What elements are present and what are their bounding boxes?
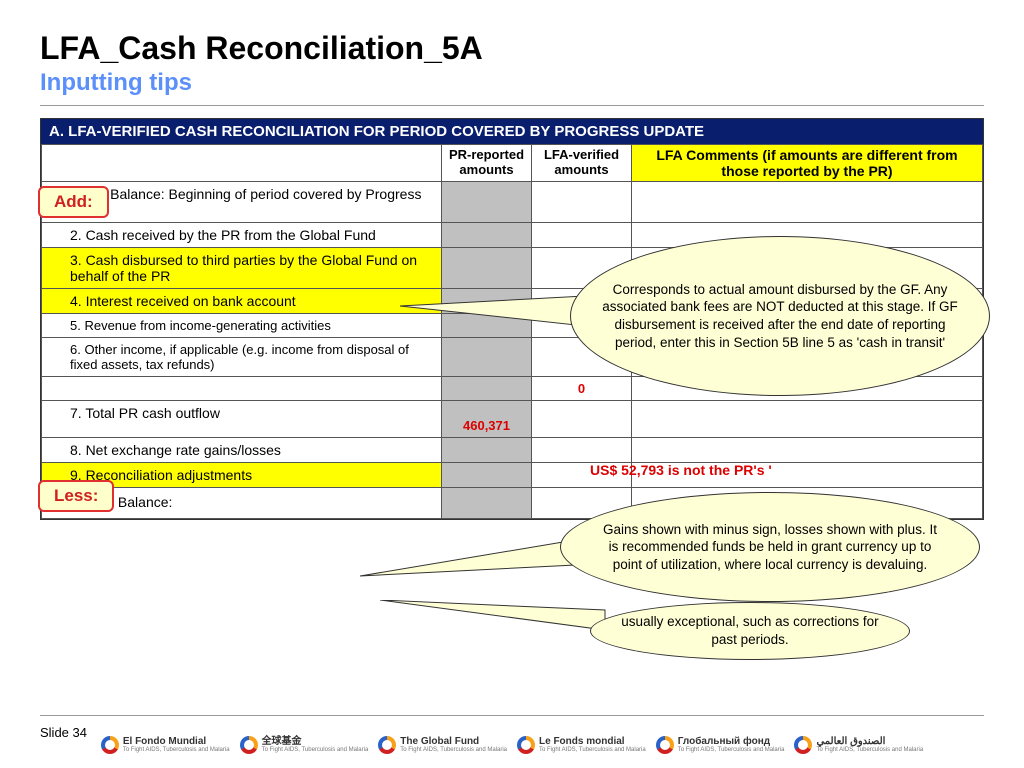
- globalfund-icon: [240, 736, 258, 754]
- add-badge: Add:: [38, 186, 109, 218]
- cell-pr: [442, 338, 532, 377]
- logo-item: الصندوق العالميTo Fight AIDS, Tuberculos…: [794, 736, 923, 754]
- cell-desc: 4. Interest received on bank account: [42, 289, 442, 314]
- col-lfa-verified: LFA-verified amounts: [532, 145, 632, 182]
- page-title: LFA_Cash Reconciliation_5A: [40, 30, 984, 67]
- cell-pr: [442, 488, 532, 519]
- cell-lfa: [532, 182, 632, 223]
- table-row: 1. Cash Balance: Beginning of period cov…: [42, 182, 983, 223]
- cell-lfa: [532, 438, 632, 463]
- logo-item: Глобальный фондTo Fight AIDS, Tuberculos…: [656, 736, 785, 754]
- logo-item: El Fondo MundialTo Fight AIDS, Tuberculo…: [101, 736, 230, 754]
- logo-label: الصندوق العالمي: [816, 737, 923, 747]
- logo-sub: To Fight AIDS, Tuberculosis and Malaria: [400, 747, 507, 753]
- callout-exceptional: usually exceptional, such as corrections…: [590, 602, 910, 660]
- red-warning-text: US$ 52,793 is not the PR's ': [590, 462, 772, 478]
- logo-label: The Global Fund: [400, 737, 507, 747]
- cell-desc: 6. Other income, if applicable (e.g. inc…: [42, 338, 442, 377]
- col-lfa-comments: LFA Comments (if amounts are different f…: [632, 145, 983, 182]
- logo-item: 全球基金To Fight AIDS, Tuberculosis and Mala…: [240, 736, 369, 754]
- cell-pr: [442, 223, 532, 248]
- cell-pr: [442, 377, 532, 401]
- col-pr-reported: PR-reported amounts: [442, 145, 532, 182]
- cell-lfa: [532, 223, 632, 248]
- cell-pr: [442, 248, 532, 289]
- table-row: 9. Reconciliation adjustments: [42, 463, 983, 488]
- logo-sub: To Fight AIDS, Tuberculosis and Malaria: [678, 747, 785, 753]
- less-badge: Less:: [38, 480, 114, 512]
- callout-gains: Gains shown with minus sign, losses show…: [560, 492, 980, 602]
- logo-label: Le Fonds mondial: [539, 737, 646, 747]
- callout-tail-icon: [360, 540, 580, 580]
- logo-sub: To Fight AIDS, Tuberculosis and Malaria: [262, 747, 369, 753]
- callout-disbursed: Corresponds to actual amount disbursed b…: [570, 236, 990, 396]
- col-desc: [42, 145, 442, 182]
- callout-tail-icon: [400, 296, 590, 336]
- cell-lfa-zero: 0: [532, 377, 632, 401]
- logo-item: Le Fonds mondialTo Fight AIDS, Tuberculo…: [517, 736, 646, 754]
- cell-pr-outflow: 460,371: [442, 401, 532, 438]
- globalfund-icon: [378, 736, 396, 754]
- logo-label: 全球基金: [262, 737, 369, 747]
- footer-divider: [40, 715, 984, 716]
- table-row: 8. Net exchange rate gains/losses: [42, 438, 983, 463]
- logo-sub: To Fight AIDS, Tuberculosis and Malaria: [816, 747, 923, 753]
- table-row: 7. Total PR cash outflow 460,371: [42, 401, 983, 438]
- logo-sub: To Fight AIDS, Tuberculosis and Malaria: [539, 747, 646, 753]
- cell-comment: [632, 182, 983, 223]
- logo-item: The Global FundTo Fight AIDS, Tuberculos…: [378, 736, 507, 754]
- cell-comment: [632, 401, 983, 438]
- globalfund-icon: [656, 736, 674, 754]
- footer-logos: El Fondo MundialTo Fight AIDS, Tuberculo…: [0, 736, 1024, 754]
- globalfund-icon: [101, 736, 119, 754]
- callout-text: Gains shown with minus sign, losses show…: [597, 521, 943, 574]
- cell-desc: [42, 377, 442, 401]
- cell-pr: [442, 463, 532, 488]
- section-header: A. LFA-VERIFIED CASH RECONCILIATION FOR …: [41, 119, 983, 144]
- header-row: PR-reported amounts LFA-verified amounts…: [42, 145, 983, 182]
- callout-text: Corresponds to actual amount disbursed b…: [601, 281, 959, 351]
- cell-desc: 2. Cash received by the PR from the Glob…: [42, 223, 442, 248]
- cell-desc: 7. Total PR cash outflow: [42, 401, 442, 438]
- cell-lfa: [532, 401, 632, 438]
- cell-comment: [632, 438, 983, 463]
- cell-desc: 8. Net exchange rate gains/losses: [42, 438, 442, 463]
- divider: [40, 105, 984, 106]
- logo-label: El Fondo Mundial: [123, 737, 230, 747]
- page-subtitle: Inputting tips: [40, 69, 984, 97]
- logo-sub: To Fight AIDS, Tuberculosis and Malaria: [123, 747, 230, 753]
- cell-pr: [442, 438, 532, 463]
- cell-desc: 3. Cash disbursed to third parties by th…: [42, 248, 442, 289]
- logo-label: Глобальный фонд: [678, 737, 785, 747]
- cell-pr: [442, 182, 532, 223]
- globalfund-icon: [517, 736, 535, 754]
- globalfund-icon: [794, 736, 812, 754]
- cell-desc: 5. Revenue from income-generating activi…: [42, 314, 442, 338]
- callout-text: usually exceptional, such as corrections…: [615, 613, 885, 648]
- callout-tail-icon: [380, 600, 610, 635]
